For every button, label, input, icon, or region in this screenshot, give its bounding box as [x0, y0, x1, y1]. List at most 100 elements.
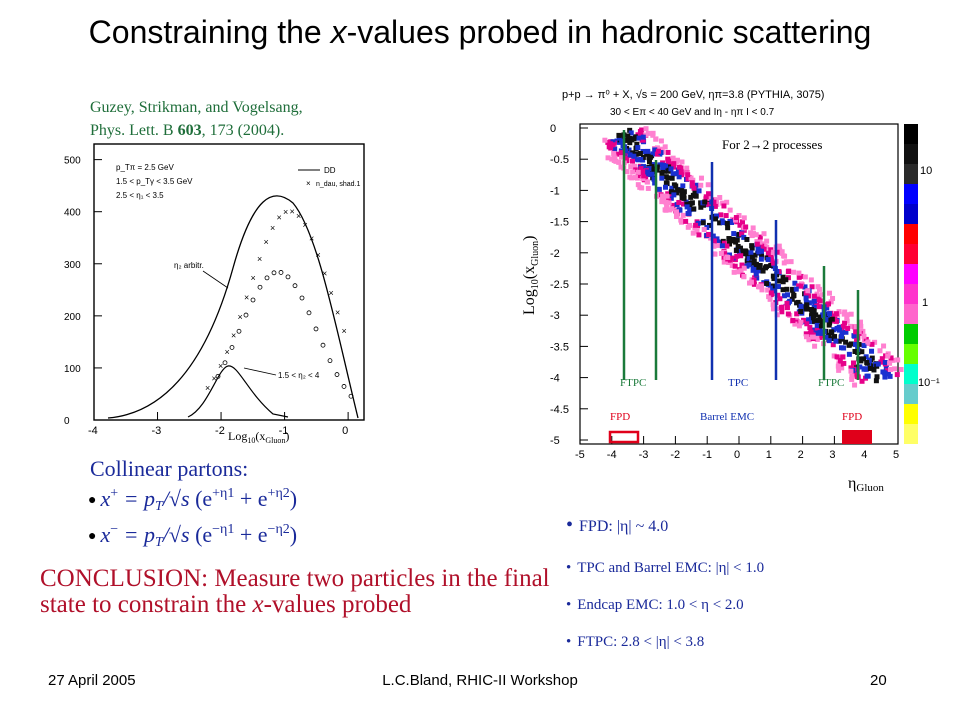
heatmap-cell	[809, 307, 815, 313]
heatmap-cell	[669, 189, 675, 195]
heatmap-cell	[624, 155, 630, 161]
heatmap-cell	[676, 199, 682, 205]
heatmap-cell	[673, 183, 679, 189]
heatmap-cell	[861, 333, 867, 339]
heatmap-cell	[894, 372, 900, 378]
heatmap-cell	[647, 154, 653, 160]
left-circle-marker	[341, 384, 347, 389]
heatmap-cell	[673, 190, 679, 196]
heatmap-cell	[660, 168, 666, 174]
heatmap-cell	[645, 148, 651, 154]
heatmap-cell	[841, 311, 847, 317]
heatmap-cell	[814, 334, 820, 340]
colorbar-segment	[904, 164, 918, 184]
right-ytick-label: -0.5	[550, 154, 569, 166]
heatmap-cell	[811, 293, 817, 299]
heatmap-cell	[849, 376, 855, 382]
heatmap-cell	[605, 139, 611, 145]
heatmap-cell	[693, 193, 699, 199]
label-tpc: TPC	[728, 377, 748, 389]
heatmap-cell	[839, 365, 845, 371]
right-ytick-label: -4	[550, 373, 560, 385]
right-ytick-label: 0	[550, 123, 556, 135]
heatmap-cell	[663, 184, 669, 190]
heatmap-cell	[694, 228, 700, 234]
heatmap-cell	[669, 185, 675, 191]
heatmap-cell	[665, 175, 671, 181]
heatmap-cell	[676, 207, 682, 213]
heatmap-cell	[739, 262, 745, 268]
left-cross-marker: ×	[309, 233, 314, 243]
heatmap-cell	[627, 174, 633, 180]
heatmap-cell	[602, 137, 608, 143]
heatmap-cell	[711, 213, 717, 219]
heatmap-cell	[665, 149, 671, 155]
right-xlabel: ηGluon	[848, 475, 884, 494]
heatmap-cell	[632, 156, 638, 162]
heatmap-cell	[761, 280, 767, 286]
heatmap-cell	[840, 354, 846, 360]
collinear-heading: Collinear partons:	[90, 456, 249, 481]
heatmap-cell	[654, 151, 660, 157]
heatmap-cell	[857, 364, 863, 370]
heatmap-cell	[867, 365, 873, 371]
heatmap-cell	[858, 323, 864, 329]
heatmap-cell	[749, 254, 755, 260]
heatmap-cell	[807, 325, 813, 331]
heatmap-cell	[658, 146, 664, 152]
heatmap-cell	[654, 145, 660, 151]
colorbar-segment	[904, 204, 918, 224]
heatmap-cell	[787, 298, 793, 304]
heatmap-cell	[680, 183, 686, 189]
heatmap-cell	[640, 134, 646, 140]
heatmap-cell	[718, 250, 724, 256]
bullet-tpc: • TPC and Barrel EMC: |η| < 1.0	[566, 560, 765, 576]
heatmap-cell	[857, 319, 863, 325]
heatmap-cell	[696, 232, 702, 238]
heatmap-cell	[676, 164, 682, 170]
heatmap-cell	[725, 254, 731, 260]
heatmap-cell	[721, 259, 727, 265]
heatmap-cell	[688, 194, 694, 200]
heatmap-cell	[866, 357, 872, 363]
heatmap-cell	[662, 144, 668, 150]
heatmap-cell	[738, 253, 744, 259]
heatmap-cell	[637, 129, 643, 135]
heatmap-cell	[736, 231, 742, 237]
heatmap-cell	[875, 361, 881, 367]
heatmap-cell	[739, 231, 745, 237]
heatmap-cell	[810, 315, 816, 321]
heatmap-cell	[637, 150, 643, 156]
heatmap-cell	[809, 334, 815, 340]
left-cross-marker: ×	[270, 223, 275, 233]
heatmap-cell	[643, 132, 649, 138]
heatmap-cell	[744, 251, 750, 257]
colorbar-segment	[904, 124, 918, 144]
heatmap-cell	[806, 300, 812, 306]
heatmap-cell	[792, 280, 798, 286]
heatmap-cell	[679, 159, 685, 165]
heatmap-cell	[666, 197, 672, 203]
heatmap-cell	[664, 193, 670, 199]
heatmap-cell	[869, 341, 875, 347]
heatmap-cell	[824, 305, 830, 311]
heatmap-cell	[826, 290, 832, 296]
citation: Guzey, Strikman, and Vogelsang, Phys. Le…	[90, 96, 303, 142]
heatmap-cell	[859, 378, 865, 384]
heatmap-cell	[702, 199, 708, 205]
heatmap-cell	[650, 132, 656, 138]
heatmap-cell	[794, 300, 800, 306]
heatmap-cell	[734, 237, 740, 243]
heatmap-cell	[619, 138, 625, 144]
heatmap-cell	[771, 288, 777, 294]
heatmap-cell	[793, 286, 799, 292]
heatmap-cell	[826, 332, 832, 338]
right-ytick-label: -1.5	[550, 217, 569, 229]
heatmap-cell	[605, 155, 611, 161]
right-header-2: 30 < Eπ < 40 GeV and Iη - ηπ I < 0.7	[610, 107, 775, 118]
heatmap-cell	[741, 234, 747, 240]
heatmap-cell	[845, 325, 851, 331]
left-circle-marker	[327, 358, 333, 364]
heatmap-cell	[684, 204, 690, 210]
left-cross-marker: ×	[212, 373, 217, 383]
